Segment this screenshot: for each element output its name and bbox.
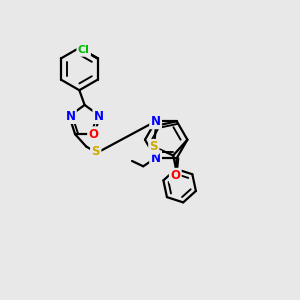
Text: O: O: [88, 128, 99, 141]
Text: N: N: [94, 110, 104, 123]
Text: S: S: [92, 146, 100, 158]
Text: N: N: [65, 110, 75, 123]
Text: O: O: [170, 169, 180, 182]
Text: Cl: Cl: [78, 45, 90, 55]
Text: N: N: [151, 115, 160, 128]
Text: S: S: [150, 140, 158, 153]
Text: N: N: [151, 152, 160, 165]
